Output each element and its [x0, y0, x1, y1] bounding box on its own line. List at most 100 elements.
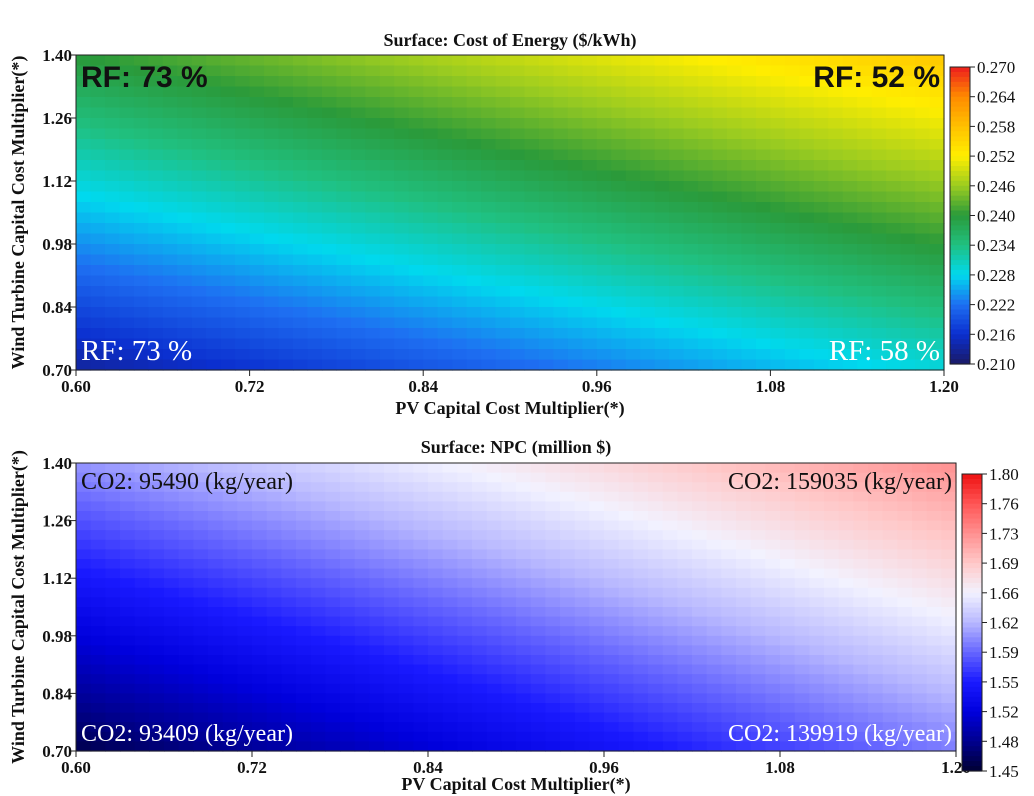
heatmap-cell [105, 712, 121, 723]
heatmap-cell [90, 86, 106, 98]
colorbar-band [950, 319, 970, 325]
heatmap-cell [813, 307, 829, 319]
heatmap-cell [220, 349, 236, 361]
heatmap-cell [640, 139, 656, 151]
heatmap-cell [692, 722, 708, 733]
heatmap-cell [266, 539, 282, 550]
heatmap-cell [90, 559, 106, 570]
colorbar-band [950, 324, 970, 330]
heatmap-cell [765, 693, 781, 704]
heatmap-cell [336, 328, 352, 340]
heatmap-cell [350, 181, 366, 193]
heatmap-cell [321, 202, 337, 214]
heatmap-cell [654, 128, 670, 140]
y-tick-label: 1.12 [42, 172, 72, 191]
heatmap-cell [941, 539, 957, 550]
heatmap-cell [178, 693, 194, 704]
heatmap-cell [495, 275, 511, 287]
heatmap-cell [481, 286, 497, 298]
heatmap-cell [794, 693, 810, 704]
heatmap-cell [120, 703, 136, 714]
heatmap-cell [813, 107, 829, 119]
heatmap-cell [104, 97, 120, 109]
heatmap-cell [149, 539, 165, 550]
heatmap-cell [926, 578, 942, 589]
colorbar-band [962, 711, 982, 718]
heatmap-cell [755, 296, 771, 308]
heatmap-cell [669, 349, 685, 361]
heatmap-cell [296, 712, 312, 723]
heatmap-cell [530, 645, 546, 656]
heatmap-cell [871, 307, 887, 319]
heatmap-cell [336, 286, 352, 298]
heatmap-cell [677, 549, 693, 560]
heatmap-cell [582, 128, 598, 140]
heatmap-cell [472, 741, 488, 752]
heatmap-cell [828, 170, 844, 182]
heatmap-cell [813, 160, 829, 172]
heatmap-cell [394, 149, 410, 161]
heatmap-cell [134, 578, 150, 589]
heatmap-cell [838, 530, 854, 541]
heatmap-cell [134, 587, 150, 598]
heatmap-cell [369, 693, 385, 704]
heatmap-cell [765, 491, 781, 502]
heatmap-cell [912, 712, 928, 723]
heatmap-cell [398, 683, 414, 694]
heatmap-cell [574, 530, 590, 541]
heatmap-cell [741, 328, 757, 340]
heatmap-cell [677, 693, 693, 704]
heatmap-cell [882, 472, 898, 483]
heatmap-cell [105, 568, 121, 579]
heatmap-cell [926, 559, 942, 570]
heatmap-cell [164, 683, 180, 694]
heatmap-cell [177, 55, 193, 67]
heatmap-cell [574, 731, 590, 742]
heatmap-cell [193, 463, 209, 474]
heatmap-cell [220, 286, 236, 298]
heatmap-cell [915, 254, 931, 266]
heatmap-cell [538, 359, 554, 371]
heatmap-cell [633, 693, 649, 704]
heatmap-cell [813, 254, 829, 266]
heatmap-cell [799, 223, 815, 235]
heatmap-cell [365, 118, 381, 130]
heatmap-cell [354, 530, 370, 541]
heatmap-cell [648, 491, 664, 502]
heatmap-cell [721, 664, 737, 675]
heatmap-cell [398, 674, 414, 685]
heatmap-cell [524, 107, 540, 119]
heatmap-cell [530, 655, 546, 666]
heatmap-cell [706, 463, 722, 474]
heatmap-cell [741, 202, 757, 214]
heatmap-cell [90, 549, 106, 560]
heatmap-cell [510, 107, 526, 119]
heatmap-cell [237, 520, 253, 531]
heatmap-cell [897, 626, 913, 637]
heatmap-cell [677, 578, 693, 589]
heatmap-cell [648, 463, 664, 474]
heatmap-cell [765, 674, 781, 685]
heatmap-cell [574, 501, 590, 512]
heatmap-cell [472, 655, 488, 666]
heatmap-cell [838, 626, 854, 637]
heatmap-cell [408, 317, 424, 329]
heatmap-cell [220, 97, 236, 109]
colorbar-band [962, 592, 982, 599]
heatmap-cell [134, 511, 150, 522]
heatmap-cell [516, 530, 532, 541]
heatmap-cell [828, 139, 844, 151]
heatmap-cell [481, 254, 497, 266]
colorbar-band [950, 200, 970, 207]
heatmap-cell [220, 170, 236, 182]
colorbar-band [962, 632, 982, 638]
heatmap-cell [538, 191, 554, 203]
heatmap-cell [76, 530, 92, 541]
heatmap-cell [868, 664, 884, 675]
heatmap-cell [669, 149, 685, 161]
heatmap-cell [369, 731, 385, 742]
heatmap-cell [809, 463, 825, 474]
heatmap-cell [897, 520, 913, 531]
heatmap-cell [249, 118, 265, 130]
heatmap-cell [897, 616, 913, 627]
